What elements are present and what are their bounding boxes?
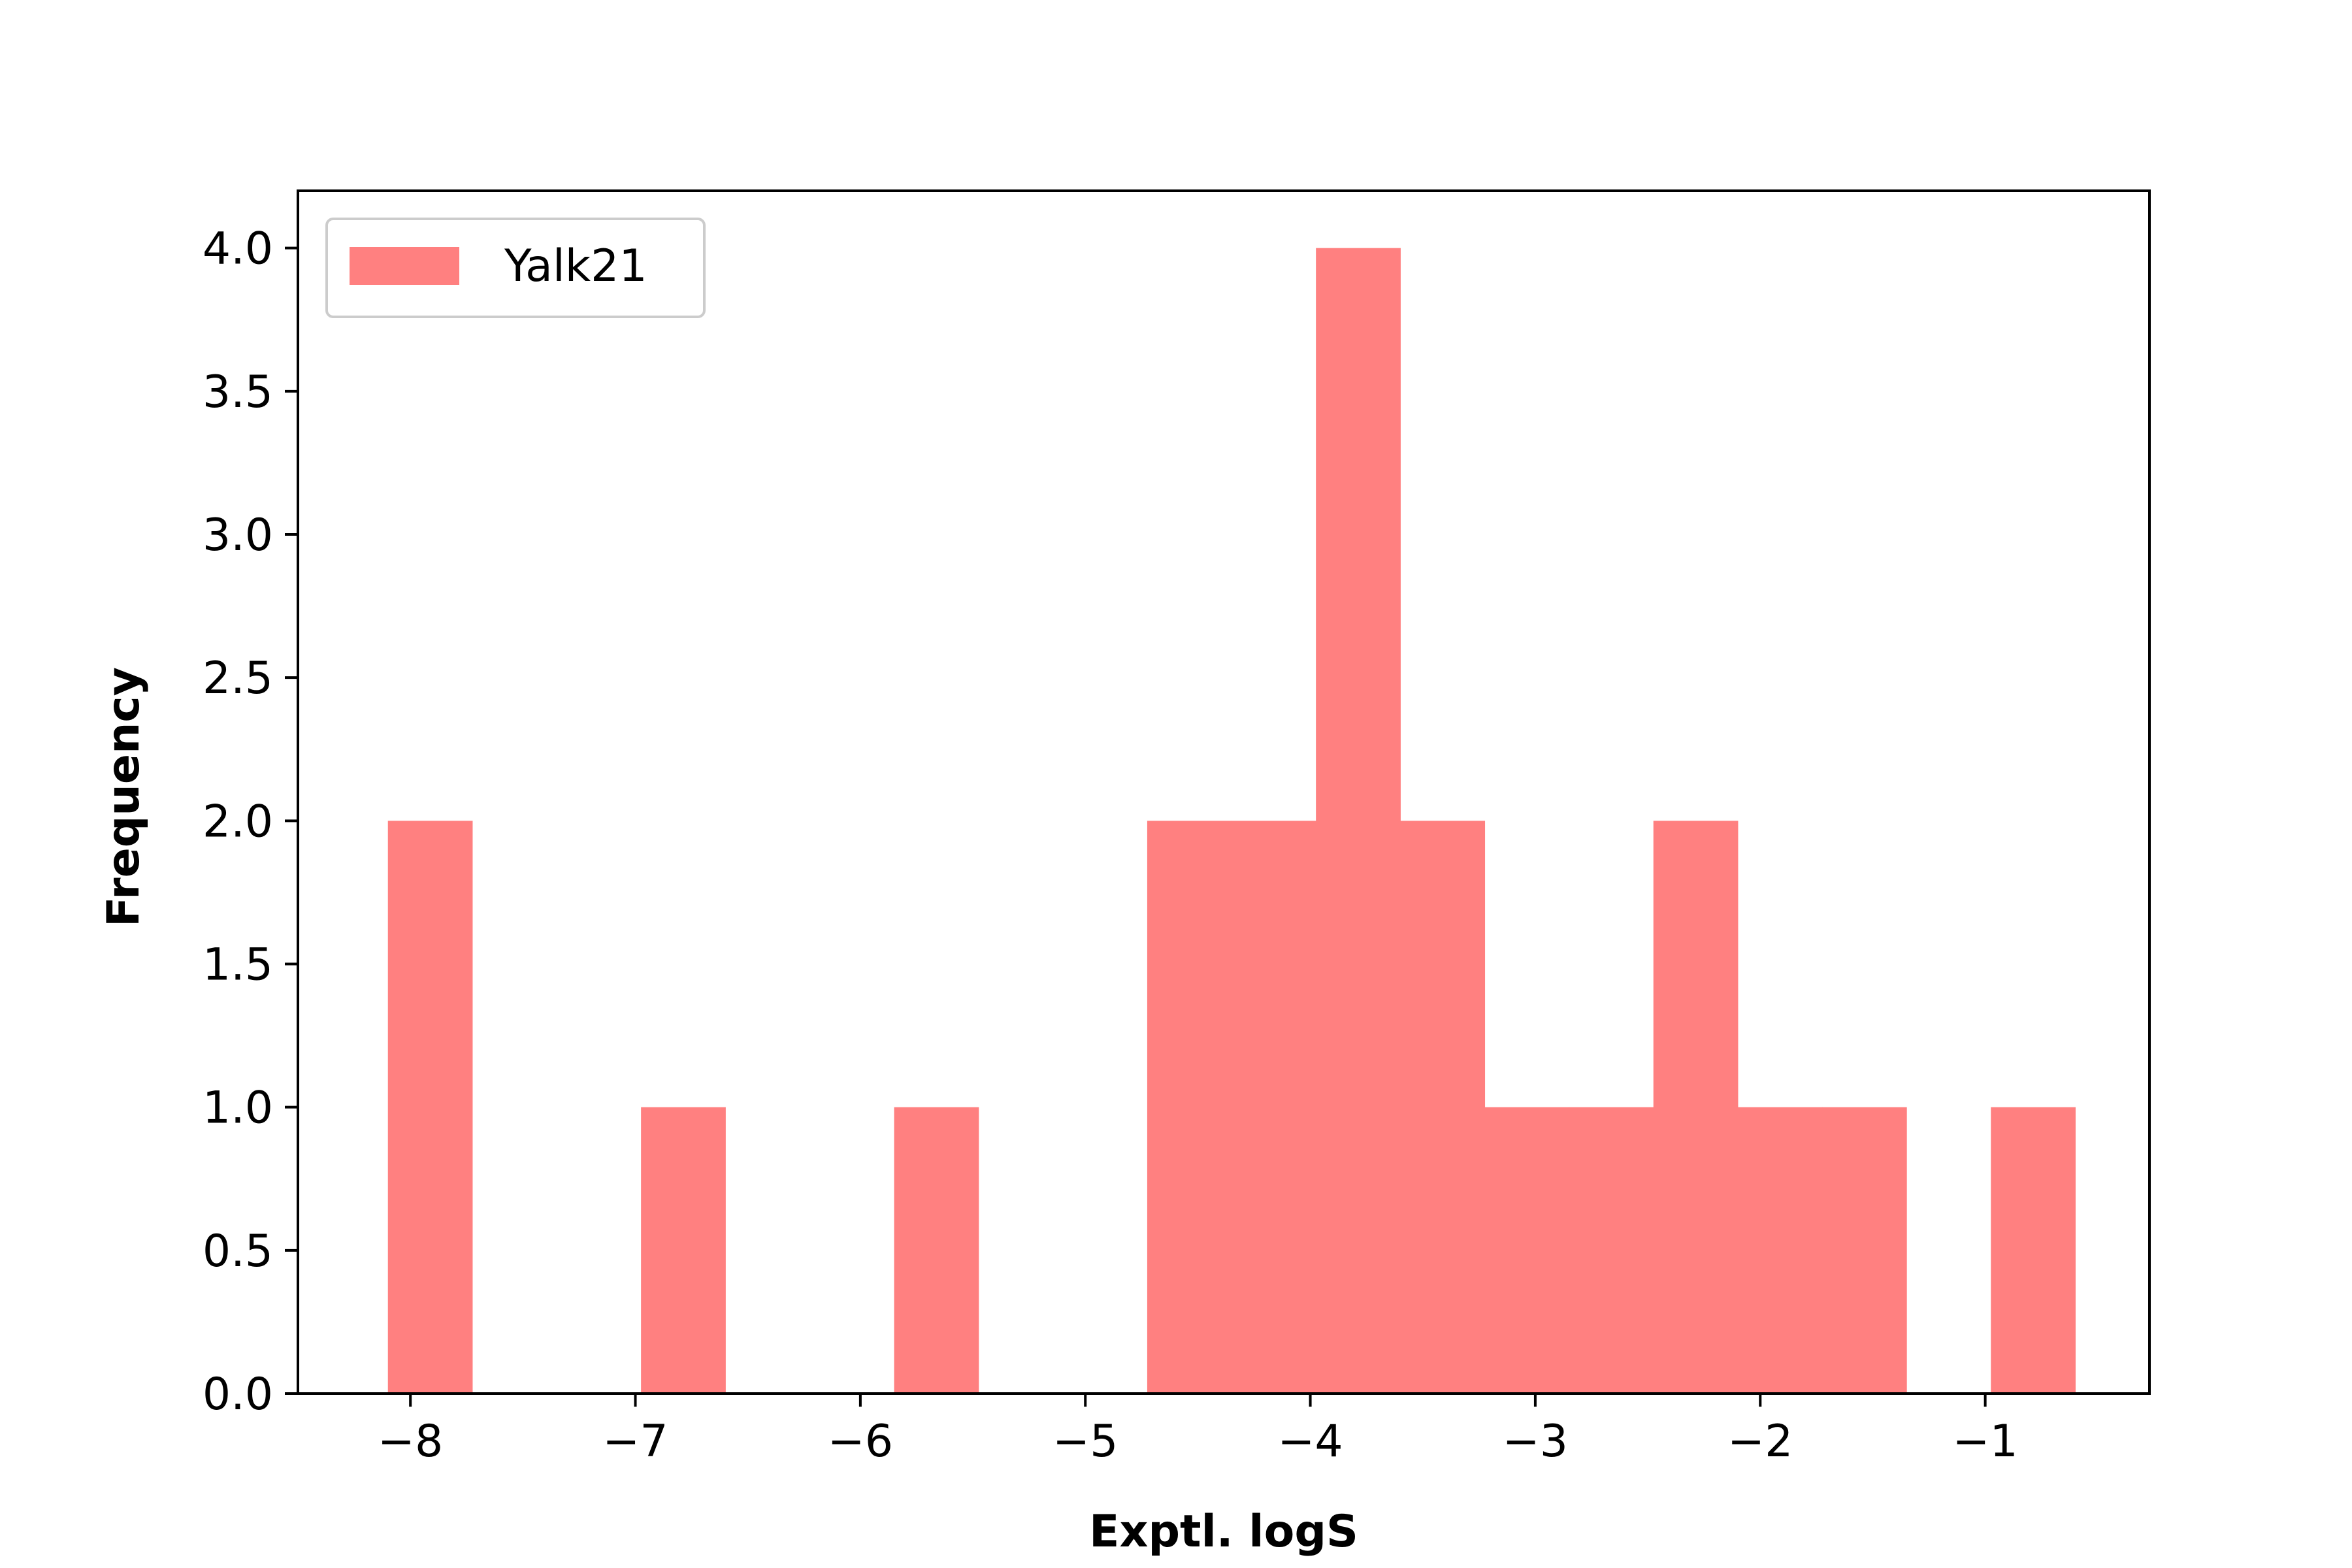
x-tick-label: −2 [1727, 1416, 1793, 1467]
y-tick-label: 0.5 [203, 1226, 273, 1277]
x-axis-title: Exptl. logS [1089, 1506, 1358, 1558]
legend-label: Yalk21 [504, 240, 647, 292]
histogram-bar [1737, 1107, 1823, 1394]
histogram-bar [1653, 821, 1739, 1394]
x-tick-label: −7 [602, 1416, 668, 1467]
x-tick-label: −4 [1277, 1416, 1343, 1467]
x-tick-label: −1 [1952, 1416, 2017, 1467]
y-axis-ticks: 0.0 0.5 1.0 1.5 2.0 2.5 3.0 3.5 4.0 [203, 223, 298, 1420]
x-axis-ticks: −8 −7 −6 −5 −4 −3 −2 −1 [378, 1394, 2018, 1467]
y-tick-label: 3.5 [203, 367, 273, 418]
legend-swatch [350, 247, 459, 285]
x-tick-label: −3 [1503, 1416, 1568, 1467]
y-axis-title: Frequency [98, 667, 150, 927]
x-tick-label: −5 [1053, 1416, 1118, 1467]
x-tick-label: −6 [828, 1416, 893, 1467]
y-tick-label: 2.5 [203, 653, 273, 704]
histogram-bar [894, 1107, 979, 1394]
y-tick-label: 0.0 [203, 1369, 273, 1420]
histogram-bar [1569, 1107, 1654, 1394]
bars-layer [387, 248, 2076, 1394]
y-tick-label: 1.5 [203, 939, 273, 991]
y-tick-label: 4.0 [203, 223, 273, 275]
histogram-bar [1821, 1107, 1907, 1394]
plot-frame [297, 189, 2151, 1395]
histogram-bar [387, 821, 473, 1394]
histogram-bar [1232, 821, 1316, 1394]
legend-box [325, 218, 706, 318]
y-tick-label: 2.0 [203, 796, 273, 847]
histogram-bar [1400, 821, 1486, 1394]
histogram-bar [641, 1107, 726, 1394]
y-tick-label: 3.0 [203, 510, 273, 561]
histogram-bar [1484, 1107, 1570, 1394]
histogram-bar [1147, 821, 1232, 1394]
histogram-bar [1991, 1107, 2076, 1394]
x-tick-label: −8 [378, 1416, 443, 1467]
legend: Yalk21 [325, 218, 706, 318]
y-tick-label: 1.0 [203, 1083, 273, 1134]
histogram-bar [1316, 248, 1401, 1394]
